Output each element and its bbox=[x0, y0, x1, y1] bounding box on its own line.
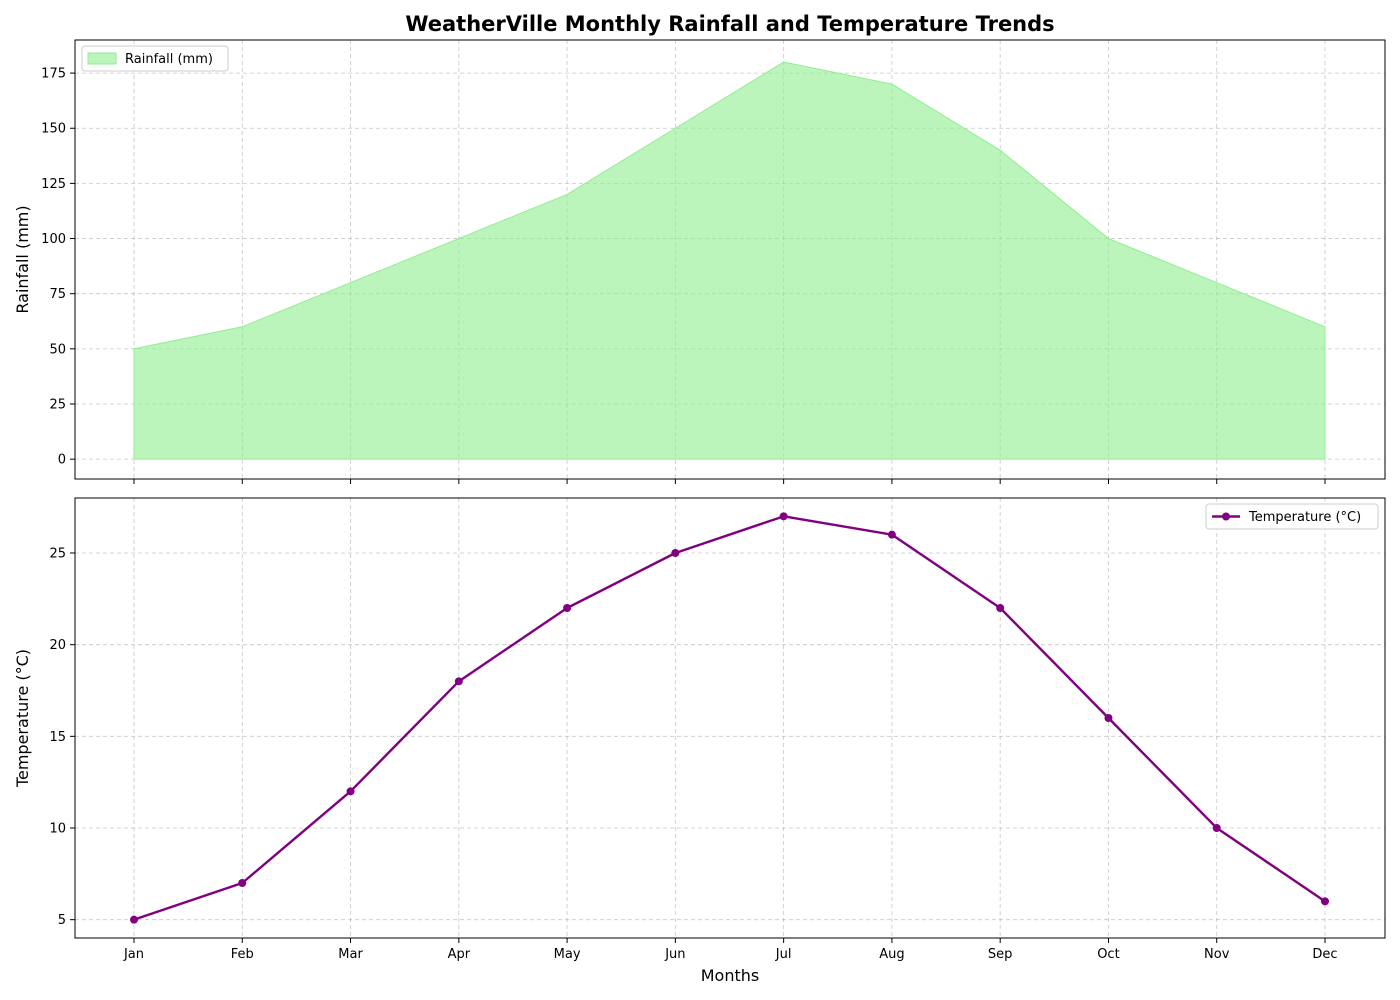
x-tick-label: Dec bbox=[1312, 947, 1337, 962]
plot-frame bbox=[74, 497, 1386, 939]
chart-title: WeatherVille Monthly Rainfall and Temper… bbox=[405, 12, 1054, 36]
y-axis-label: Temperature (°C) bbox=[13, 649, 32, 788]
y-axis-label: Rainfall (mm) bbox=[13, 205, 32, 313]
temperature-point-mar bbox=[346, 787, 355, 796]
x-tick-label: May bbox=[554, 947, 581, 962]
x-tick-label: Mar bbox=[338, 947, 363, 962]
temperature-point-nov bbox=[1212, 824, 1221, 832]
temperature-point-jul bbox=[779, 512, 788, 521]
x-tick-label: Oct bbox=[1097, 947, 1119, 962]
temperature-point-oct bbox=[1104, 714, 1113, 722]
rainfall-panel: Rainfall (mm) 0 25 50 75 100 125 150 175 Rainfall… bbox=[13, 39, 1386, 484]
legend-swatch bbox=[87, 52, 117, 65]
x-tick-label: Jan bbox=[123, 947, 144, 962]
temperature-point-may bbox=[563, 604, 572, 612]
y-tick-label: 5 bbox=[58, 913, 66, 928]
y-tick-label: 25 bbox=[49, 397, 66, 412]
rainfall-area bbox=[133, 61, 1326, 460]
x-tick-label: Apr bbox=[448, 947, 471, 962]
legend-label: Rainfall (mm) bbox=[125, 52, 213, 67]
x-tick-label: Aug bbox=[879, 947, 904, 962]
temperature-line bbox=[133, 515, 1326, 921]
legend-marker bbox=[1222, 512, 1230, 521]
temperature-point-aug bbox=[887, 530, 896, 539]
y-tick-label: 150 bbox=[41, 122, 66, 137]
y-tick-label: 100 bbox=[41, 232, 66, 247]
y-tick-label: 50 bbox=[49, 342, 66, 357]
x-tick-label: Feb bbox=[231, 947, 254, 962]
x-axis-label: Months bbox=[701, 966, 759, 985]
x-tick-label: Sep bbox=[988, 947, 1013, 962]
legend: Rainfall (mm) bbox=[81, 45, 229, 72]
y-tick-label: 0 bbox=[58, 453, 66, 468]
temperature-point-jun bbox=[671, 549, 680, 557]
legend: Temperature (°C) bbox=[1205, 503, 1379, 530]
x-tick-label: Jul bbox=[775, 947, 792, 962]
temperature-point-apr bbox=[454, 677, 463, 686]
y-tick-label: 75 bbox=[49, 287, 66, 302]
y-tick-label: 125 bbox=[41, 177, 66, 192]
y-tick-label: 10 bbox=[49, 822, 66, 837]
legend-box bbox=[1205, 503, 1379, 530]
legend-box bbox=[81, 45, 229, 72]
y-tick-label: 20 bbox=[49, 638, 66, 653]
temperature-point-sep bbox=[996, 604, 1005, 612]
legend-label: Temperature (°C) bbox=[1248, 510, 1361, 525]
temperature-panel: Temperature (°C) 5 10 15 20 25 Jan Feb Mar Apr May… bbox=[13, 497, 1386, 985]
x-tick-label: Jun bbox=[664, 947, 685, 962]
y-tick-label: 25 bbox=[49, 547, 66, 562]
temperature-point-jan bbox=[130, 915, 138, 924]
y-tick-label: 15 bbox=[49, 730, 66, 745]
x-tick-label: Nov bbox=[1204, 947, 1230, 962]
y-tick-label: 175 bbox=[41, 67, 66, 82]
temperature-point-feb bbox=[238, 879, 247, 887]
plot-frame bbox=[74, 39, 1386, 480]
temperature-point-dec bbox=[1321, 897, 1329, 906]
